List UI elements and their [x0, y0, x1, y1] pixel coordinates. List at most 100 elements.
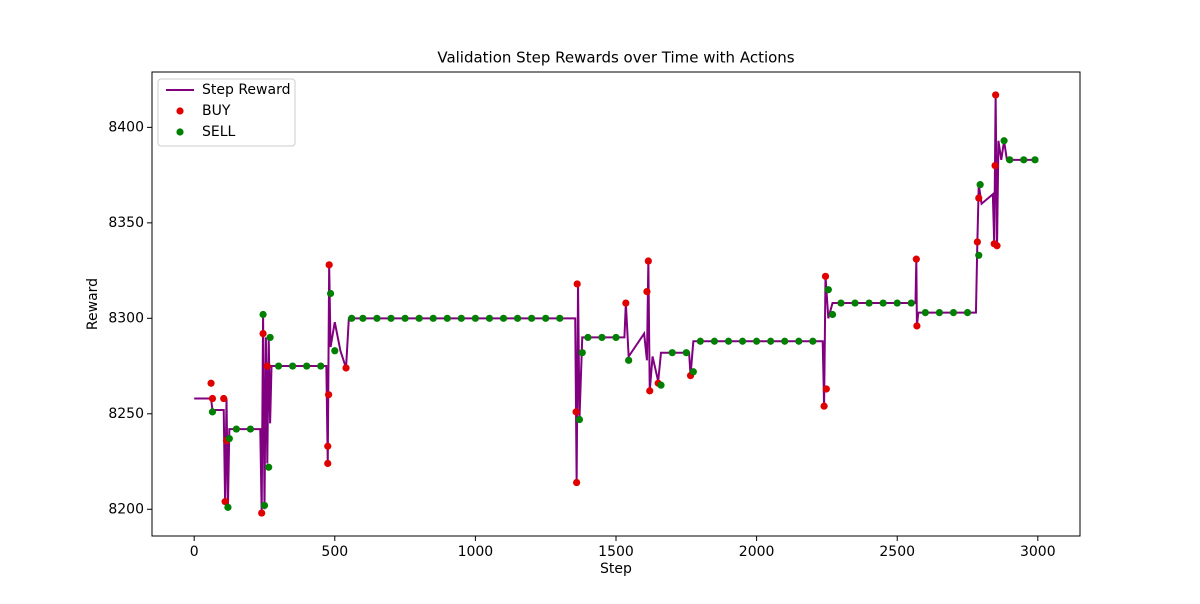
action-point	[575, 415, 584, 424]
legend-label: SELL	[202, 124, 236, 140]
action-point	[528, 314, 536, 322]
action-point	[893, 299, 901, 307]
action-point	[573, 280, 581, 288]
action-point	[821, 272, 830, 280]
action-point	[822, 385, 830, 393]
action-point	[824, 286, 832, 294]
action-point	[781, 337, 789, 345]
x-tick-label: 2000	[739, 544, 775, 560]
x-tick-label: 0	[190, 544, 199, 560]
action-point	[1031, 156, 1039, 164]
action-point	[865, 299, 873, 307]
action-point	[373, 314, 381, 322]
x-axis-label: Step	[600, 561, 632, 577]
action-point	[573, 478, 581, 487]
action-point	[682, 349, 690, 357]
action-point	[1020, 156, 1028, 164]
action-point	[324, 459, 332, 468]
action-point	[991, 161, 999, 170]
action-point	[828, 310, 837, 319]
action-point	[643, 287, 651, 296]
action-point	[724, 337, 733, 345]
action-point	[710, 337, 719, 345]
action-point	[963, 308, 972, 317]
action-point	[767, 337, 775, 345]
action-point	[949, 308, 958, 317]
action-point	[820, 402, 828, 410]
y-tick-label: 8300	[108, 310, 144, 326]
legend-label: BUY	[202, 103, 231, 119]
action-point	[975, 251, 983, 259]
action-point	[324, 442, 332, 450]
action-point	[220, 394, 228, 403]
action-point	[795, 337, 803, 345]
chart-title: Validation Step Rewards over Time with A…	[437, 49, 794, 67]
action-point	[232, 425, 240, 433]
action-point	[259, 329, 267, 338]
action-point	[429, 314, 437, 322]
action-point	[208, 394, 217, 403]
action-point	[993, 242, 1001, 250]
action-point	[225, 435, 233, 443]
x-tick-label: 3000	[1020, 544, 1056, 560]
action-point	[837, 299, 845, 307]
action-point	[348, 314, 356, 322]
legend-swatch	[176, 128, 184, 136]
action-point	[359, 314, 367, 322]
action-point	[556, 314, 564, 322]
action-point	[457, 314, 465, 322]
action-point	[266, 333, 274, 342]
action-point	[584, 333, 592, 342]
action-point	[260, 501, 269, 510]
action-point	[976, 181, 984, 189]
action-point	[289, 362, 297, 370]
action-point	[851, 299, 859, 307]
action-point	[342, 364, 350, 372]
action-point	[657, 381, 665, 389]
action-point	[644, 257, 652, 265]
action-point	[221, 498, 229, 506]
action-point	[578, 349, 586, 357]
y-tick-label: 8400	[108, 119, 144, 135]
action-point	[696, 337, 704, 345]
action-point	[907, 299, 915, 307]
x-tick-label: 2500	[879, 544, 915, 560]
action-point	[207, 379, 215, 387]
legend-swatch	[176, 107, 184, 115]
action-point	[598, 333, 606, 342]
x-tick-label: 1500	[598, 544, 634, 560]
legend-label: Step Reward	[202, 82, 290, 98]
action-point	[912, 255, 920, 263]
action-point	[387, 314, 395, 322]
plot-frame	[151, 71, 1081, 537]
action-point	[622, 299, 630, 307]
y-tick-label: 8250	[108, 406, 144, 422]
action-point	[485, 314, 494, 322]
action-point	[753, 337, 761, 345]
action-point	[913, 322, 921, 330]
action-point	[973, 238, 981, 246]
action-point	[401, 314, 409, 322]
legend-box	[157, 78, 296, 147]
plot-area	[194, 91, 1039, 517]
action-point	[443, 314, 451, 322]
action-point	[542, 314, 550, 322]
action-point	[612, 333, 620, 342]
action-point	[646, 387, 654, 395]
action-point	[303, 362, 311, 370]
action-point	[1000, 137, 1008, 145]
y-axis-label: Reward	[85, 278, 101, 330]
action-point	[331, 347, 339, 355]
action-point	[689, 368, 697, 376]
reward-line	[194, 94, 1036, 514]
action-point	[326, 289, 335, 298]
action-point	[246, 425, 255, 433]
action-point	[224, 503, 232, 511]
action-point	[738, 337, 747, 345]
action-point	[471, 314, 479, 322]
y-tick-label: 8350	[108, 215, 144, 231]
action-point	[513, 314, 522, 322]
action-point	[274, 362, 283, 370]
action-point	[325, 391, 333, 399]
